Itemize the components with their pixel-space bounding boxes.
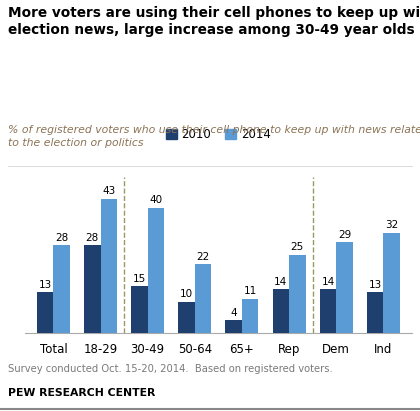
- Text: 14: 14: [321, 277, 335, 287]
- Bar: [226, 321, 242, 333]
- Bar: [320, 289, 336, 333]
- Bar: [195, 264, 211, 333]
- Text: 22: 22: [197, 252, 210, 262]
- Text: 15: 15: [133, 274, 146, 284]
- Text: 11: 11: [244, 286, 257, 296]
- Text: 13: 13: [368, 280, 382, 290]
- Text: 13: 13: [39, 280, 52, 290]
- Text: 14: 14: [274, 277, 287, 287]
- Bar: [53, 245, 70, 333]
- Text: PEW RESEARCH CENTER: PEW RESEARCH CENTER: [8, 388, 156, 398]
- Bar: [242, 298, 258, 333]
- Text: 28: 28: [86, 233, 99, 243]
- Bar: [336, 242, 353, 333]
- Bar: [178, 302, 195, 333]
- Text: 25: 25: [291, 242, 304, 252]
- Bar: [37, 292, 53, 333]
- Text: 32: 32: [385, 220, 398, 231]
- Bar: [101, 199, 117, 333]
- Text: More voters are using their cell phones to keep up with
election news, large inc: More voters are using their cell phones …: [8, 6, 420, 37]
- Legend: 2010, 2014: 2010, 2014: [166, 128, 270, 141]
- Bar: [273, 289, 289, 333]
- Bar: [84, 245, 101, 333]
- Text: 4: 4: [231, 308, 237, 318]
- Bar: [289, 255, 306, 333]
- Bar: [367, 292, 383, 333]
- Bar: [383, 233, 400, 333]
- Bar: [148, 208, 164, 333]
- Text: 10: 10: [180, 289, 193, 299]
- Text: 43: 43: [102, 186, 116, 196]
- Text: 28: 28: [55, 233, 68, 243]
- Text: % of registered voters who use their cell phone to keep up with news related
to : % of registered voters who use their cel…: [8, 125, 420, 148]
- Text: 40: 40: [150, 196, 163, 206]
- Text: Survey conducted Oct. 15-20, 2014.  Based on registered voters.: Survey conducted Oct. 15-20, 2014. Based…: [8, 364, 333, 374]
- Bar: [131, 286, 148, 333]
- Text: 29: 29: [338, 230, 351, 240]
